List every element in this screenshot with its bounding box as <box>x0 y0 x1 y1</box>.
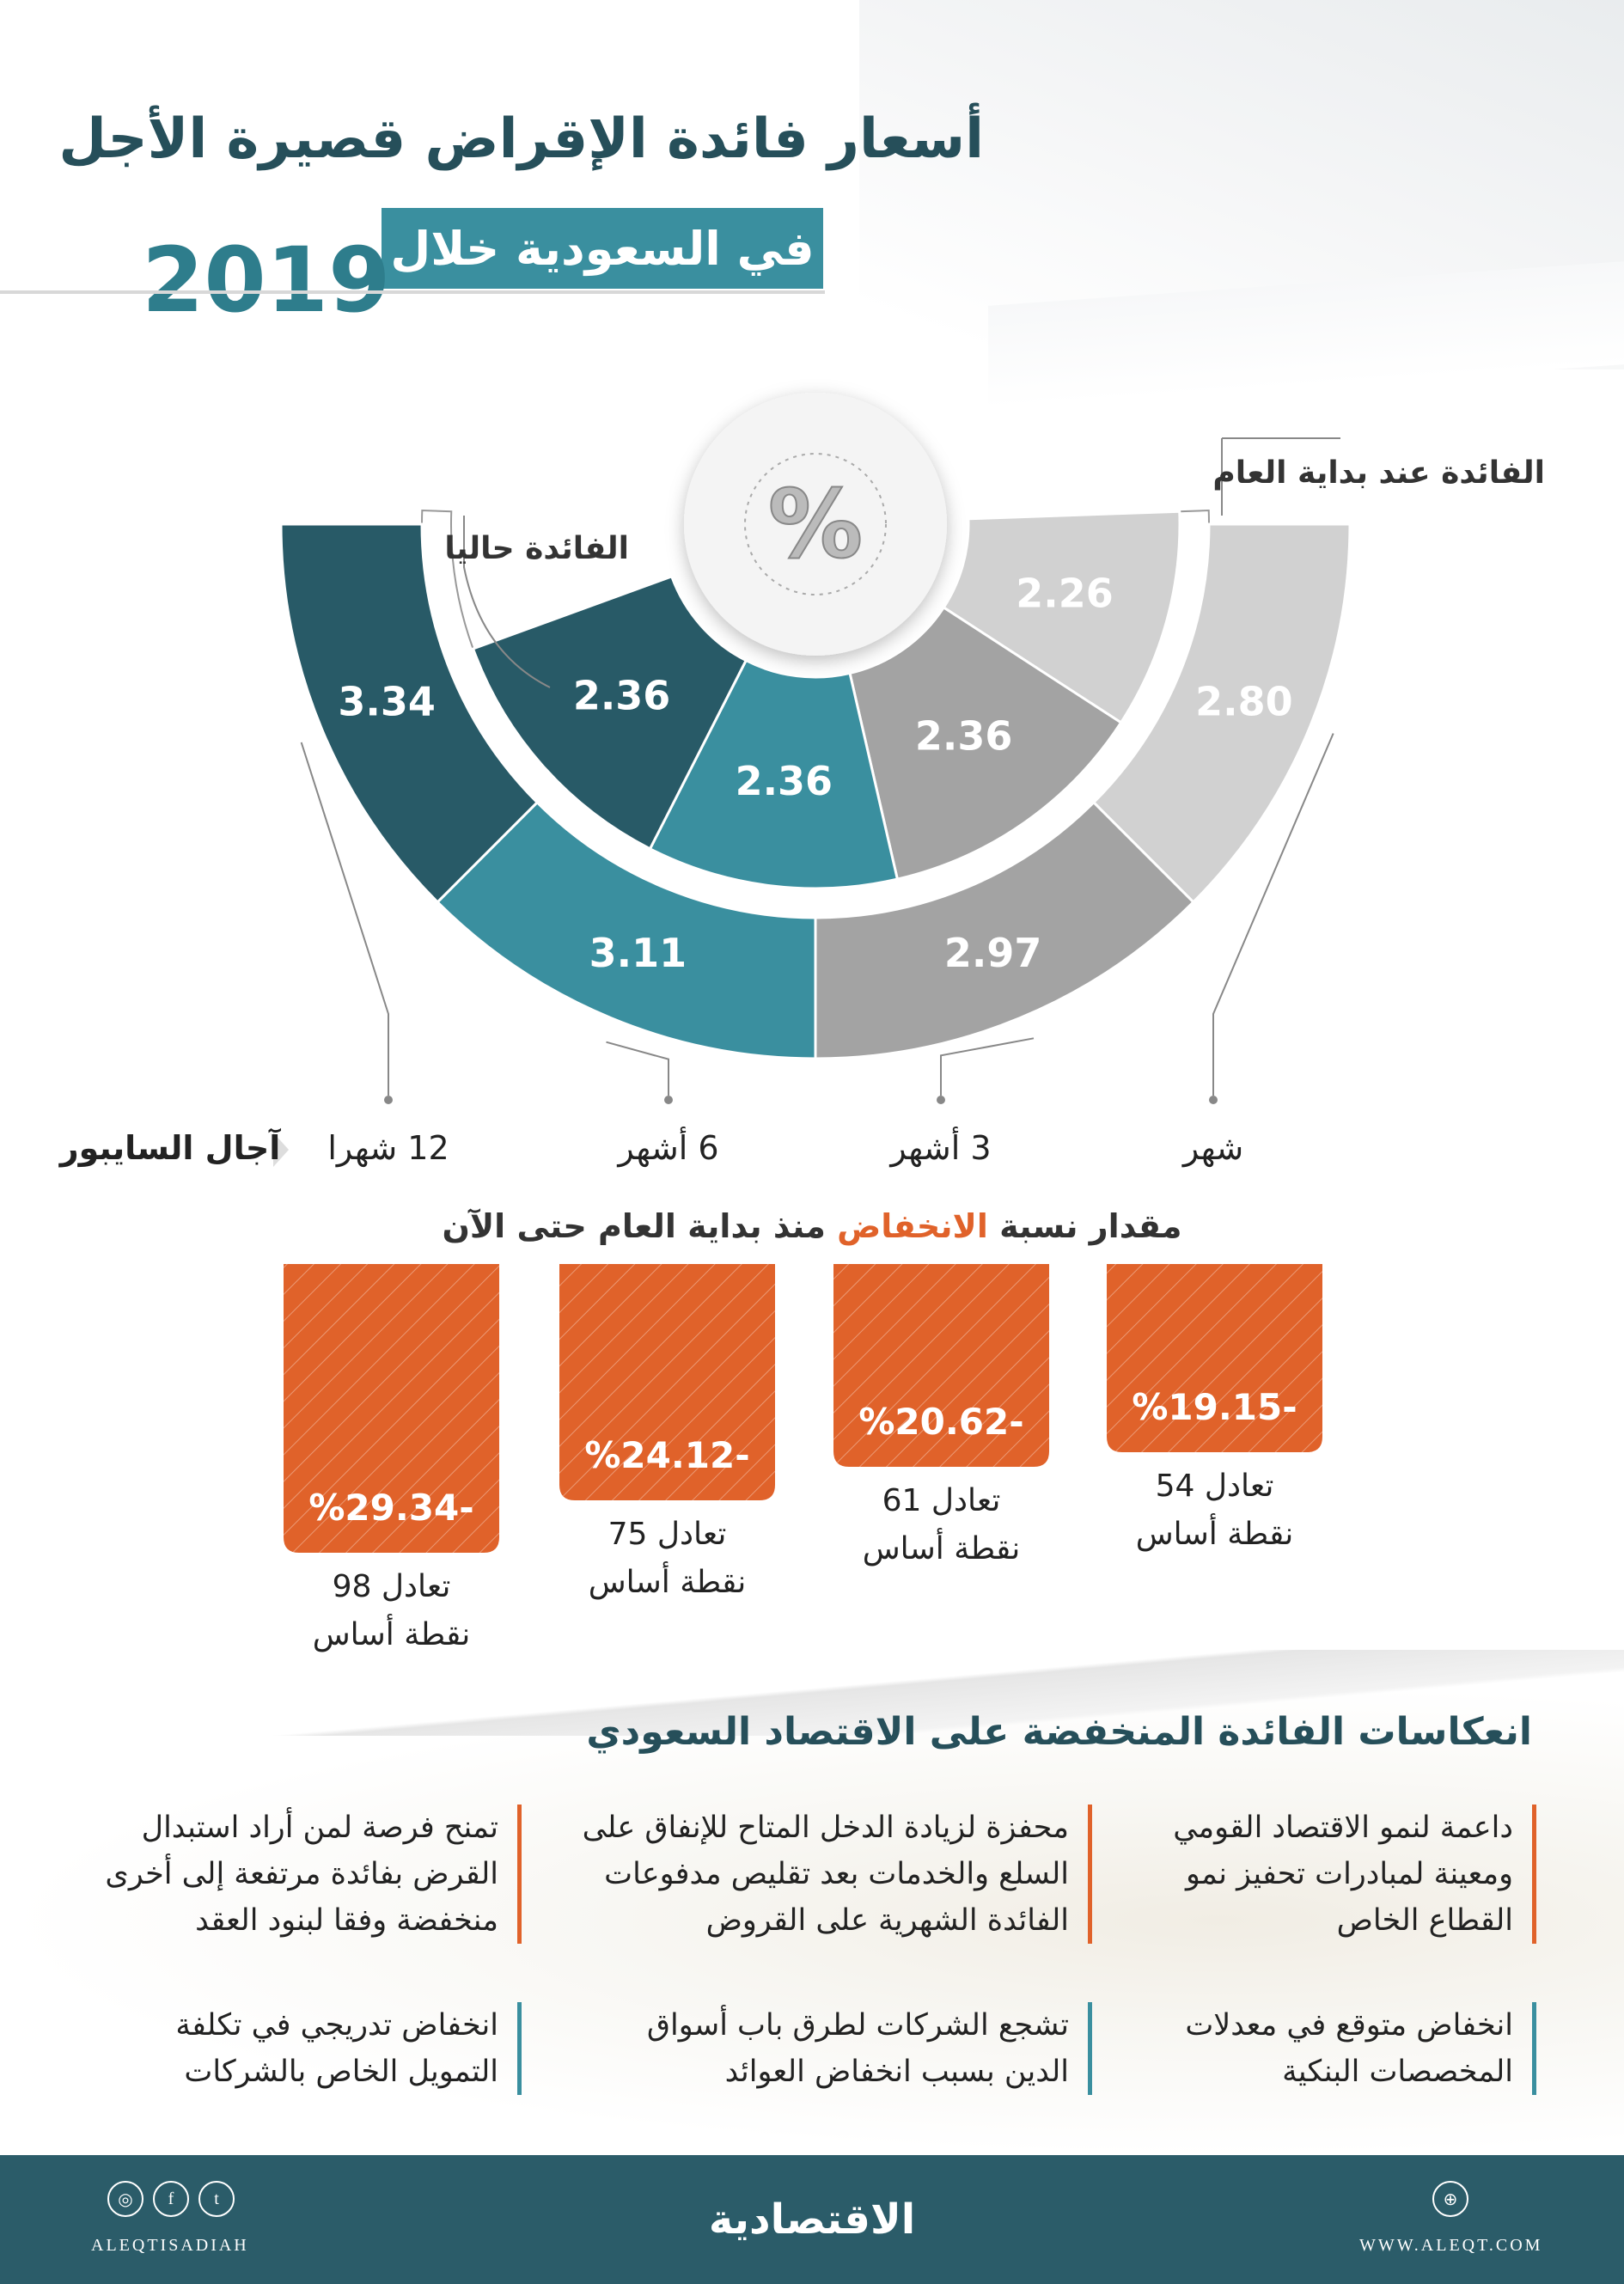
current-rate-label-6m: 2.36 <box>736 758 833 804</box>
start-rate-label-6m: 3.11 <box>589 930 687 976</box>
year-label: 2019 <box>142 228 391 333</box>
leader-dot-6m <box>664 1096 673 1104</box>
basis-points-unit: نقطة أساس <box>588 1565 747 1600</box>
leader-line-6m <box>606 1041 669 1096</box>
footer <box>0 2155 1624 2284</box>
basis-points-unit: نقطة أساس <box>312 1617 471 1652</box>
leader-dot-12m <box>384 1096 393 1104</box>
leader-line-12m <box>300 742 389 1096</box>
divider <box>0 290 825 294</box>
start-rate-label-3m: 2.97 <box>944 930 1042 976</box>
background-coins <box>0 1684 1624 2157</box>
decline-label-6m: %24.12- <box>584 1434 749 1476</box>
impact-item: انخفاض تدريجي في تكلفة التمويل الخاص بال… <box>155 2002 522 2095</box>
basis-points-3m: تعادل 61 نقطة أساس <box>863 1477 1021 1573</box>
start-rate-segment-12m <box>279 522 540 904</box>
current-rate-segment-12m <box>471 574 748 851</box>
axis-arrow-icon <box>273 1133 289 1167</box>
impact-item: تشجع الشركات لطرق باب أسواق الدين بسبب ا… <box>622 2002 1092 2095</box>
decline-bar-hatch-12m <box>284 1264 499 1553</box>
impacts-title: انعكاسات الفائدة المنخفضة على الاقتصاد ا… <box>586 1710 1532 1754</box>
basis-points-6m: تعادل 75 نقطة أساس <box>589 1511 747 1607</box>
center-circle <box>684 393 947 656</box>
impact-item: محفزة لزيادة الدخل المتاح للإنفاق على ال… <box>553 1805 1092 1944</box>
facebook-icon[interactable]: f <box>153 2181 189 2217</box>
page-subtitle: في السعودية خلال <box>382 208 823 289</box>
instagram-icon[interactable]: ◎ <box>107 2181 143 2217</box>
basis-points-12m: تعادل 98 نقطة أساس <box>313 1563 471 1659</box>
current-rate-segment-1m <box>942 510 1181 725</box>
axis-label-6m: 6 أشهر <box>618 1129 719 1167</box>
start-rate-label-1m: 2.80 <box>1195 679 1293 725</box>
axis-label-3m: 3 أشهر <box>890 1129 992 1167</box>
decline-label-1m: %19.15- <box>1132 1386 1297 1428</box>
page-title: أسعار فائدة الإقراض قصيرة الأجل <box>58 107 984 171</box>
basis-points-unit: نقطة أساس <box>1135 1517 1294 1552</box>
decline-title-pre: مقدار نسبة <box>999 1207 1182 1245</box>
decline-label-12m: %29.34- <box>308 1487 473 1529</box>
decline-bar-hatch-1m <box>1107 1264 1322 1452</box>
decline-bar-hatch-3m <box>833 1264 1049 1467</box>
basis-points-value: تعادل 75 <box>607 1517 727 1552</box>
leader-dot-3m <box>937 1096 945 1104</box>
basis-points-value: تعادل 61 <box>882 1483 1001 1518</box>
current-rate-label-3m: 2.36 <box>915 713 1013 760</box>
decline-label-3m: %20.62- <box>858 1401 1023 1443</box>
basis-points-1m: تعادل 54 نقطة أساس <box>1136 1463 1294 1559</box>
leader-line-1m <box>1212 733 1334 1096</box>
decline-title-post: منذ بداية العام حتى الآن <box>442 1207 826 1245</box>
impact-item: تمنح فرصة لمن أراد استبدال القرض بفائدة … <box>52 1805 522 1944</box>
axis-label-1m: شهر <box>1182 1129 1244 1167</box>
decline-title: مقدار نسبة الانخفاض منذ بداية العام حتى … <box>0 1207 1624 1245</box>
basis-points-value: تعادل 54 <box>1155 1469 1274 1504</box>
section-band <box>0 1650 1624 1736</box>
decline-title-highlight: الانخفاض <box>837 1207 988 1245</box>
leader-line-3m <box>940 1037 1035 1096</box>
start-rate-label-12m: 3.34 <box>338 679 436 725</box>
basis-points-unit: نقطة أساس <box>862 1531 1021 1566</box>
axis-label-12m: 12 شهرا <box>327 1129 449 1167</box>
percent-icon: % <box>768 469 863 579</box>
axis-title: آجال السايبور <box>59 1129 281 1167</box>
legend-start-of-year: الفائدة عند بداية العام <box>1212 455 1545 491</box>
legend-current: الفائدة حاليا <box>444 531 629 566</box>
website-link[interactable]: WWW.ALEQT.COM <box>1359 2236 1543 2255</box>
impact-item: داعمة لنمو الاقتصاد القومي ومعينة لمبادر… <box>1144 1805 1536 1944</box>
legend-current-bracket <box>463 516 551 688</box>
twitter-icon[interactable]: t <box>198 2181 235 2217</box>
social-handle[interactable]: ALEQTISADIAH <box>91 2236 249 2255</box>
current-rate-segment-3m <box>848 605 1123 881</box>
current-rate-label-1m: 2.26 <box>1016 570 1114 616</box>
current-rate-segment-6m <box>648 658 900 890</box>
leader-dot-1m <box>1209 1096 1218 1104</box>
decline-bar-hatch-6m <box>559 1264 775 1500</box>
impact-item: انخفاض متوقع في معدلات المخصصات البنكية <box>1144 2002 1536 2095</box>
center-dashed-ring <box>744 453 887 595</box>
globe-icon[interactable]: ⊕ <box>1432 2181 1468 2217</box>
logo: الاقتصادية <box>708 2195 916 2244</box>
basis-points-value: تعادل 98 <box>332 1569 451 1604</box>
current-rate-label-12m: 2.36 <box>573 672 671 718</box>
